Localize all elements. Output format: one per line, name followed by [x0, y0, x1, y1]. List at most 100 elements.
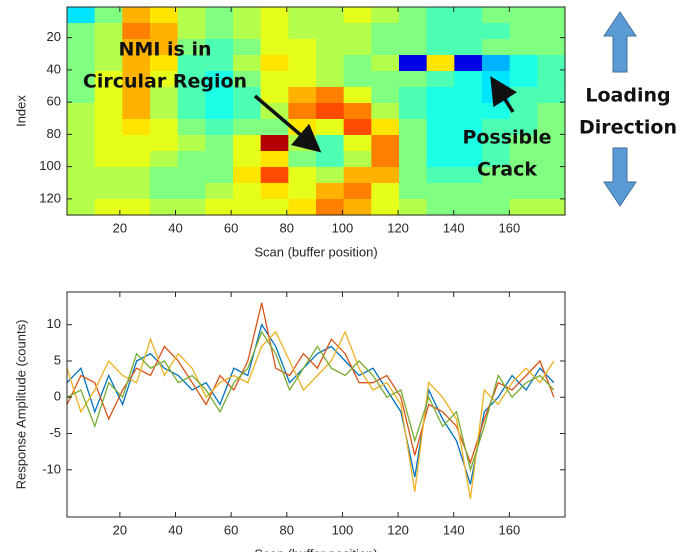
heat-cell: [288, 167, 317, 184]
y-axis-label: Response Amplitude (counts): [13, 320, 28, 490]
heat-cell: [399, 71, 428, 88]
heat-cell: [94, 87, 123, 104]
heat-cell: [260, 7, 289, 24]
heat-cell: [67, 167, 96, 184]
heat-cell: [454, 55, 483, 72]
heat-cell: [454, 103, 483, 120]
heat-cell: [537, 151, 566, 168]
heat-cell: [399, 183, 428, 200]
heat-cell: [94, 39, 123, 56]
x-tick-label: 100: [332, 220, 354, 235]
heat-cell: [399, 167, 428, 184]
heat-cell: [150, 71, 179, 88]
heat-cell: [122, 183, 151, 200]
heat-cell: [399, 135, 428, 152]
heat-cell: [122, 39, 151, 56]
heat-cell: [371, 119, 400, 136]
heat-cell: [343, 199, 372, 216]
heat-cell: [122, 7, 151, 24]
y-tick-label: 20: [47, 29, 61, 44]
y-tick-label: 0: [54, 389, 61, 404]
series-line: [67, 330, 555, 500]
heat-cell: [122, 199, 151, 216]
heat-cell: [177, 39, 206, 56]
series-line: [67, 302, 555, 465]
heat-cell: [426, 71, 455, 88]
heat-cell: [454, 167, 483, 184]
heat-cell: [537, 103, 566, 120]
heat-cell: [482, 151, 511, 168]
heat-cell: [482, 23, 511, 40]
heat-cell: [426, 151, 455, 168]
heat-cell: [537, 167, 566, 184]
heat-cell: [482, 167, 511, 184]
heat-cell: [316, 199, 345, 216]
heat-cell: [316, 23, 345, 40]
heat-cell: [426, 119, 455, 136]
heat-cell: [288, 199, 317, 216]
x-tick-label: 20: [113, 522, 127, 537]
annotation: Circular Region: [83, 71, 247, 93]
heat-cell: [233, 183, 262, 200]
heat-cell: [150, 135, 179, 152]
heat-cell: [316, 87, 345, 104]
heat-cell: [454, 7, 483, 24]
heat-cell: [122, 135, 151, 152]
heat-cell: [67, 103, 96, 120]
heat-cell: [482, 119, 511, 136]
heat-cell: [205, 119, 234, 136]
heat-cell: [288, 183, 317, 200]
x-tick-label: 20: [113, 220, 127, 235]
heat-cell: [122, 55, 151, 72]
heat-cell: [150, 7, 179, 24]
heat-cell: [343, 183, 372, 200]
heat-cell: [454, 87, 483, 104]
heat-cell: [288, 103, 317, 120]
x-tick-label: 80: [280, 220, 294, 235]
x-tick-label: 140: [443, 522, 465, 537]
heat-cell: [260, 87, 289, 104]
heat-cell: [67, 71, 96, 88]
heat-cell: [426, 135, 455, 152]
x-axis-label: Scan (buffer position): [254, 244, 377, 259]
heat-cell: [399, 55, 428, 72]
heat-cell: [150, 87, 179, 104]
heat-cell: [177, 23, 206, 40]
x-tick-label: 120: [387, 220, 409, 235]
heat-cell: [426, 39, 455, 56]
heat-cell: [122, 23, 151, 40]
heat-cell: [509, 199, 538, 216]
up-arrow: [603, 11, 637, 73]
heat-cell: [316, 7, 345, 24]
heat-cell: [67, 151, 96, 168]
heat-cell: [67, 199, 96, 216]
heat-cell: [454, 119, 483, 136]
heat-cell: [371, 55, 400, 72]
heat-cell: [509, 167, 538, 184]
heat-cell: [177, 7, 206, 24]
heat-cell: [343, 151, 372, 168]
heat-cell: [343, 119, 372, 136]
heat-cell: [94, 23, 123, 40]
heat-cell: [482, 183, 511, 200]
x-tick-label: 80: [280, 522, 294, 537]
heat-cell: [343, 23, 372, 40]
heat-cell: [537, 87, 566, 104]
x-tick-label: 40: [168, 220, 182, 235]
heat-cell: [150, 119, 179, 136]
heat-cell: [316, 103, 345, 120]
heat-cell: [482, 135, 511, 152]
heat-cell: [426, 183, 455, 200]
heat-cell: [260, 135, 289, 152]
heat-cell: [260, 55, 289, 72]
heat-cell: [343, 167, 372, 184]
heat-cell: [399, 151, 428, 168]
heat-cell: [94, 135, 123, 152]
heat-cell: [454, 71, 483, 88]
heat-cell: [177, 183, 206, 200]
heat-cell: [233, 151, 262, 168]
annotation: NMI is in: [119, 39, 212, 61]
heat-cell: [94, 71, 123, 88]
heat-cell: [316, 151, 345, 168]
heat-cell: [509, 87, 538, 104]
